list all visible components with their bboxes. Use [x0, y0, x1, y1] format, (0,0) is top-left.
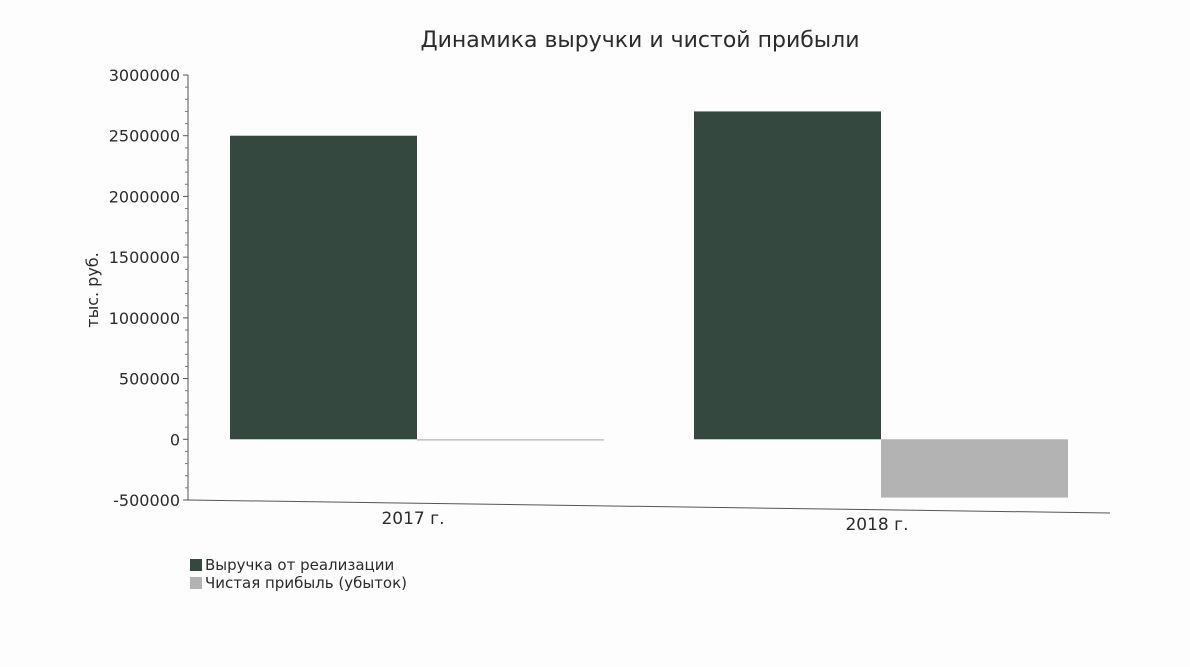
chart-axes: [187, 75, 1111, 514]
y-tick-label: 3000000: [109, 66, 180, 85]
y-tick-label: 0: [170, 430, 180, 449]
x-axis-line: [187, 499, 1111, 514]
legend-label-net-profit: Чистая прибыль (убыток): [205, 574, 408, 592]
y-tick-label: 2000000: [109, 187, 180, 206]
legend-swatch-net-profit: [190, 577, 202, 589]
legend-label-revenue: Выручка от реализации: [205, 556, 395, 574]
bar-revenue-0: [230, 135, 417, 440]
x-tick-label: 2018 г.: [845, 515, 908, 535]
y-axis-ticks: 3000000 2500000 2000000 1500000 1000000 50000…: [109, 66, 188, 510]
y-tick-label: 1500000: [109, 248, 180, 267]
y-tick-label: 500000: [119, 370, 180, 389]
y-tick-label: -500000: [113, 491, 180, 510]
y-tick-label: 1000000: [109, 309, 180, 328]
bar-net-profit-1: [881, 439, 1068, 498]
chart-title: Динамика выручки и чистой прибыли: [420, 28, 860, 53]
y-axis-label: тыс. руб.: [83, 252, 102, 328]
x-axis-labels: 2017 г. 2018 г.: [381, 509, 908, 535]
bar-series: [230, 111, 1068, 498]
legend: Выручка от реализации Чистая прибыль (уб…: [190, 556, 407, 592]
legend-item-revenue: Выручка от реализации: [190, 556, 407, 574]
bar-revenue-1: [694, 111, 881, 440]
x-tick-label: 2017 г.: [381, 509, 444, 529]
bar-net-profit-0: [417, 439, 604, 441]
legend-item-net-profit: Чистая прибыль (убыток): [190, 574, 407, 592]
legend-swatch-revenue: [190, 559, 202, 571]
y-tick-label: 2500000: [109, 127, 180, 146]
